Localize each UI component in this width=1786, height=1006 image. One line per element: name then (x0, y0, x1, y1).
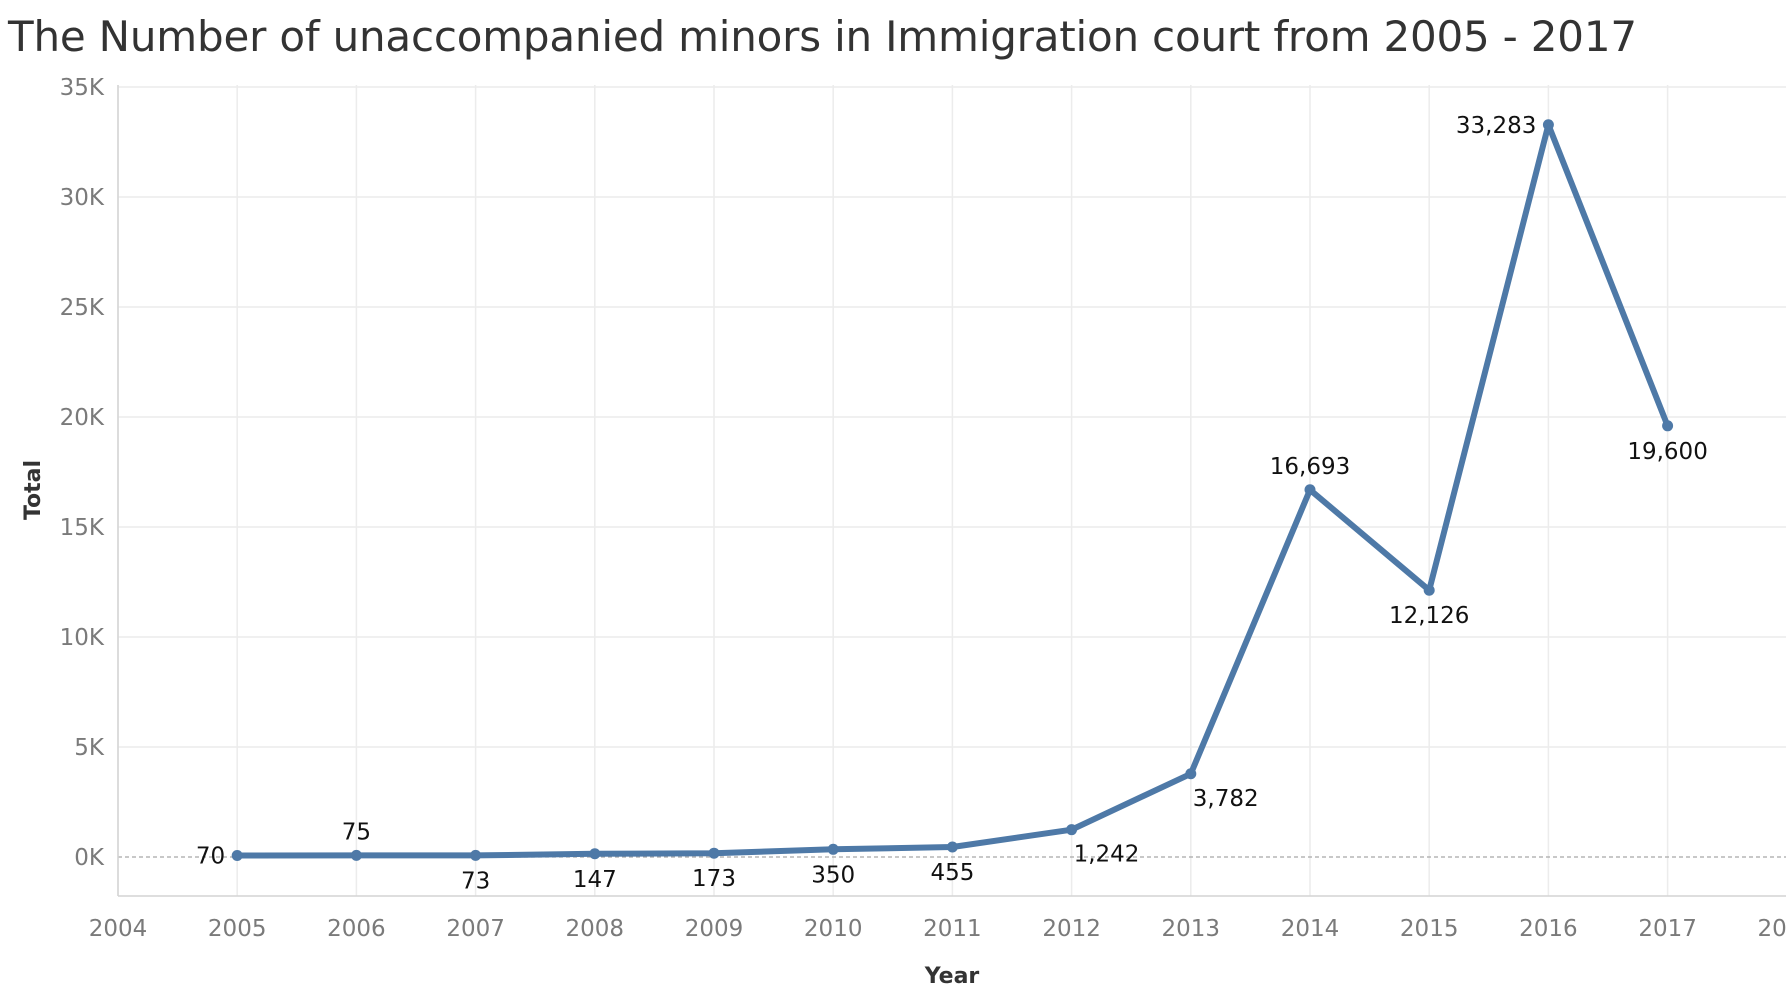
x-tick-label: 2017 (1638, 916, 1697, 942)
data-label: 73 (461, 868, 490, 894)
data-point (1423, 584, 1435, 596)
y-tick-label: 15K (60, 515, 105, 541)
data-point (1185, 768, 1197, 780)
axes: 2004 2005 2006 2007 2008 2009 2010 2011 2012 2013… (60, 75, 1786, 942)
x-tick-label: 2015 (1400, 916, 1459, 942)
grid (117, 85, 1786, 896)
data-point (1662, 420, 1674, 432)
data-point (231, 849, 243, 861)
y-tick-label: 5K (74, 735, 105, 761)
y-tick-label: 10K (60, 625, 105, 651)
x-tick-label: 2006 (327, 916, 386, 942)
y-axis-title: Total (21, 460, 46, 520)
data-point (827, 843, 839, 855)
data-label: 1,242 (1074, 842, 1140, 868)
data-label: 350 (811, 862, 855, 888)
data-point (470, 849, 482, 861)
data-label: 12,126 (1389, 603, 1469, 629)
x-tick-label: 2011 (923, 916, 982, 942)
data-point (589, 848, 601, 860)
data-label: 70 (196, 843, 225, 869)
y-tick-label: 20K (60, 405, 105, 431)
data-label: 455 (930, 860, 974, 886)
x-tick-label: 2008 (566, 916, 625, 942)
x-axis-title: Year (924, 964, 980, 989)
x-tick-label: 2018 (1758, 916, 1786, 942)
x-tick-label: 2013 (1162, 916, 1221, 942)
x-tick-label: 2007 (446, 916, 505, 942)
data-label: 16,693 (1270, 454, 1350, 480)
x-tick-label: 2004 (89, 916, 148, 942)
data-label: 33,283 (1456, 113, 1536, 139)
data-point (1066, 824, 1078, 836)
data-label: 3,782 (1193, 786, 1259, 812)
y-tick-label: 0K (74, 845, 105, 871)
data-point (350, 849, 362, 861)
x-tick-label: 2012 (1042, 916, 1101, 942)
x-tick-label: 2010 (804, 916, 863, 942)
y-tick-label: 35K (60, 75, 105, 101)
data-label: 173 (692, 866, 736, 892)
data-point (946, 841, 958, 853)
data-point (1304, 484, 1316, 496)
data-label: 19,600 (1627, 439, 1707, 465)
y-tick-label: 25K (60, 295, 105, 321)
y-tick-label: 30K (60, 185, 105, 211)
data-point (1542, 119, 1554, 131)
data-label: 147 (573, 867, 617, 893)
chart-title: The Number of unaccompanied minors in Im… (8, 12, 1637, 61)
x-tick-label: 2014 (1281, 916, 1340, 942)
x-tick-label: 2005 (208, 916, 267, 942)
data-label: 75 (342, 819, 371, 845)
series (231, 119, 1674, 861)
x-tick-label: 2009 (685, 916, 744, 942)
data-labels: 70 75 73 147 173 350 455 1,242 3,782 16,693 12,126… (196, 113, 1708, 895)
data-point (708, 847, 720, 859)
x-tick-label: 2016 (1519, 916, 1578, 942)
